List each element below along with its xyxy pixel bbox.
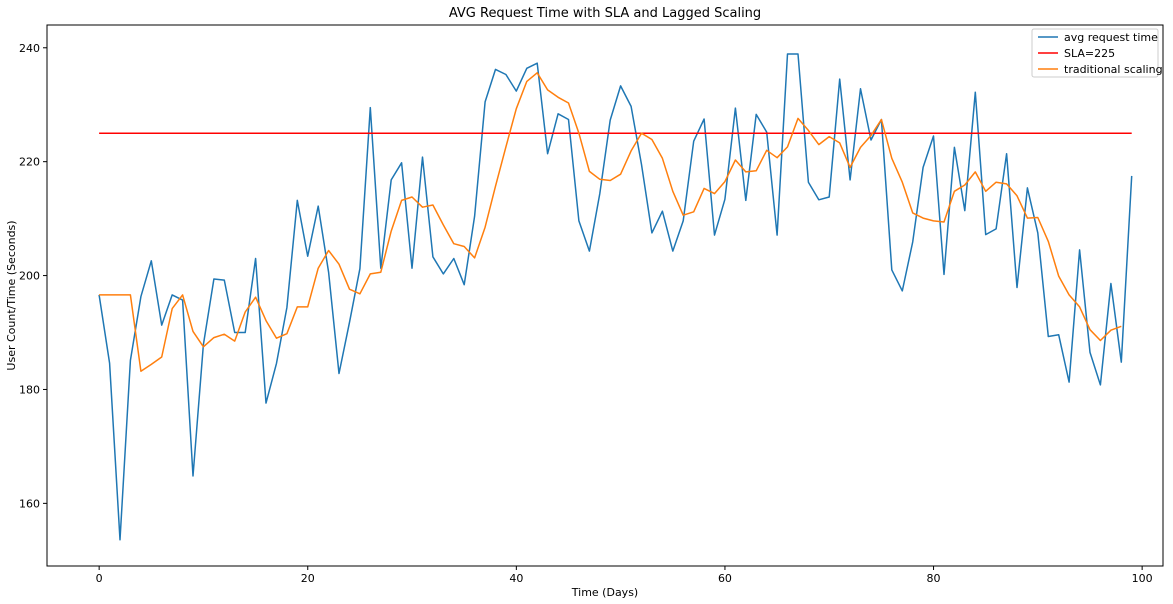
x-axis-label: Time (Days)	[571, 586, 638, 599]
y-axis: 160 180 200 220 240	[19, 42, 47, 510]
legend-box	[1031, 28, 1159, 78]
legend-label: avg request time	[1064, 31, 1158, 44]
y-tick-label: 200	[19, 270, 40, 283]
x-axis: 0 20 40 60 80 100	[96, 566, 1153, 585]
x-tick-label: 0	[96, 572, 103, 585]
legend-label: traditional scaling	[1064, 63, 1163, 76]
x-tick-label: 100	[1132, 572, 1153, 585]
y-tick-label: 240	[19, 42, 40, 55]
x-tick-label: 20	[301, 572, 315, 585]
legend: avg request time SLA=225 traditional scali…	[1031, 28, 1163, 78]
y-axis-label: User Count/Time (Seconds)	[5, 220, 18, 370]
x-tick-label: 40	[509, 572, 523, 585]
x-tick-label: 60	[718, 572, 732, 585]
y-tick-label: 180	[19, 383, 40, 396]
y-tick-label: 220	[19, 156, 40, 169]
x-tick-label: 80	[927, 572, 941, 585]
plot-area	[46, 24, 1164, 567]
series-lines	[98, 53, 1133, 541]
y-tick-label: 160	[19, 497, 40, 510]
series-line-avg-request-time	[98, 53, 1133, 541]
series-line-traditional-scaling	[99, 72, 1122, 372]
legend-label: SLA=225	[1064, 47, 1115, 60]
chart-title: AVG Request Time with SLA and Lagged Sca…	[449, 6, 761, 21]
